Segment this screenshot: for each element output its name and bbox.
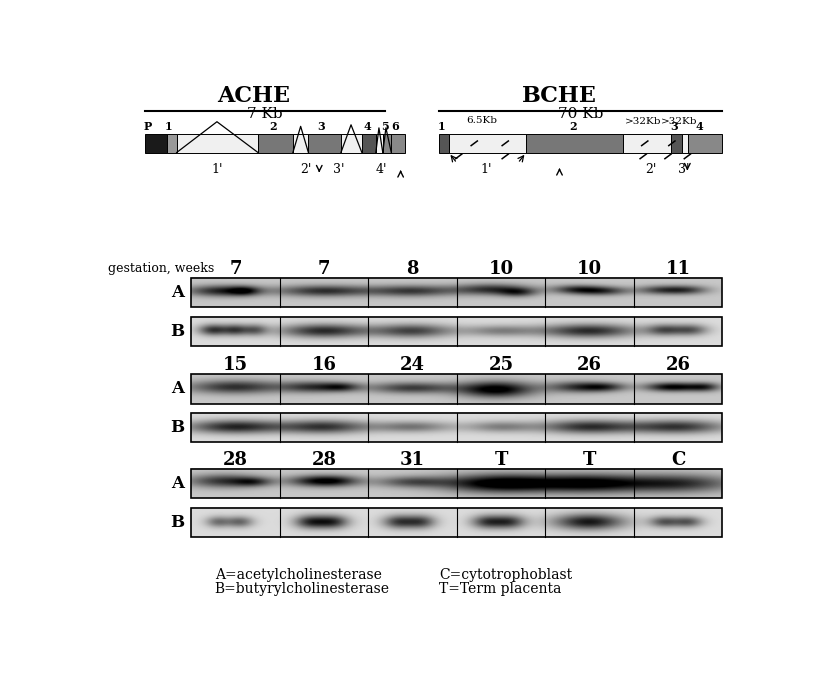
Bar — [191, 278, 722, 307]
Text: 1: 1 — [438, 120, 446, 132]
Text: 1: 1 — [165, 120, 173, 132]
Text: 8: 8 — [407, 260, 419, 278]
Text: 2': 2' — [645, 163, 657, 176]
Text: A: A — [171, 380, 184, 398]
Bar — [191, 508, 722, 537]
Text: B: B — [170, 419, 185, 436]
Bar — [688, 134, 722, 153]
Text: 2: 2 — [569, 120, 578, 132]
Bar — [526, 134, 623, 153]
Text: 3': 3' — [678, 163, 690, 176]
Bar — [191, 316, 722, 346]
Text: gestation, weeks: gestation, weeks — [109, 262, 214, 275]
Text: 1': 1' — [480, 163, 492, 176]
Text: T: T — [583, 451, 596, 469]
Text: 4: 4 — [695, 120, 703, 132]
Text: A: A — [171, 475, 184, 492]
Bar — [145, 134, 167, 153]
Bar — [177, 134, 258, 153]
Text: 31: 31 — [400, 451, 425, 469]
Bar — [191, 469, 722, 498]
Bar — [375, 134, 383, 153]
Text: 4': 4' — [375, 163, 387, 176]
Text: 28: 28 — [312, 451, 336, 469]
Text: C: C — [671, 451, 685, 469]
Bar — [191, 413, 722, 442]
Text: ACHE: ACHE — [217, 85, 290, 106]
Text: 28: 28 — [223, 451, 248, 469]
Bar — [308, 134, 341, 153]
Text: >32Kb: >32Kb — [625, 117, 662, 126]
Text: 7: 7 — [318, 260, 330, 278]
Text: 26: 26 — [666, 356, 690, 374]
Bar — [167, 134, 177, 153]
Text: T=Term placenta: T=Term placenta — [439, 582, 562, 596]
Bar — [191, 374, 722, 403]
Text: A=acetylcholinesterase: A=acetylcholinesterase — [214, 568, 381, 582]
Text: 16: 16 — [312, 356, 336, 374]
Text: 3: 3 — [670, 120, 678, 132]
Text: 70 Kb: 70 Kb — [558, 107, 604, 121]
Text: 3': 3' — [333, 163, 344, 176]
Text: 26: 26 — [577, 356, 602, 374]
Bar — [293, 134, 308, 153]
Bar — [623, 134, 671, 153]
Bar — [391, 134, 404, 153]
Text: A: A — [171, 284, 184, 301]
Text: P: P — [143, 120, 151, 132]
Bar — [341, 134, 362, 153]
Text: 2: 2 — [270, 120, 277, 132]
Text: 10: 10 — [488, 260, 514, 278]
Text: 11: 11 — [666, 260, 690, 278]
Text: 1': 1' — [211, 163, 222, 176]
Bar — [682, 134, 688, 153]
Text: 25: 25 — [488, 356, 514, 374]
Text: 5: 5 — [381, 120, 389, 132]
Text: 7 Kb: 7 Kb — [247, 107, 283, 121]
Text: B: B — [170, 514, 185, 531]
Text: 7: 7 — [229, 260, 242, 278]
Text: BCHE: BCHE — [522, 85, 597, 106]
Bar — [671, 134, 682, 153]
Text: C=cytotrophoblast: C=cytotrophoblast — [439, 568, 573, 582]
Text: 10: 10 — [577, 260, 602, 278]
Text: 15: 15 — [223, 356, 248, 374]
Text: 6.5Kb: 6.5Kb — [466, 116, 497, 125]
Text: 2': 2' — [300, 163, 312, 176]
Bar — [383, 134, 391, 153]
Bar — [258, 134, 293, 153]
Bar — [439, 134, 449, 153]
Text: >32Kb: >32Kb — [662, 117, 698, 126]
Text: 24: 24 — [400, 356, 425, 374]
Bar — [362, 134, 375, 153]
Text: 6: 6 — [391, 120, 399, 132]
Text: B=butyrylcholinesterase: B=butyrylcholinesterase — [214, 582, 389, 596]
Bar — [449, 134, 526, 153]
Text: B: B — [170, 323, 185, 339]
Text: T: T — [494, 451, 508, 469]
Text: 4: 4 — [363, 120, 371, 132]
Text: 3: 3 — [317, 120, 326, 132]
